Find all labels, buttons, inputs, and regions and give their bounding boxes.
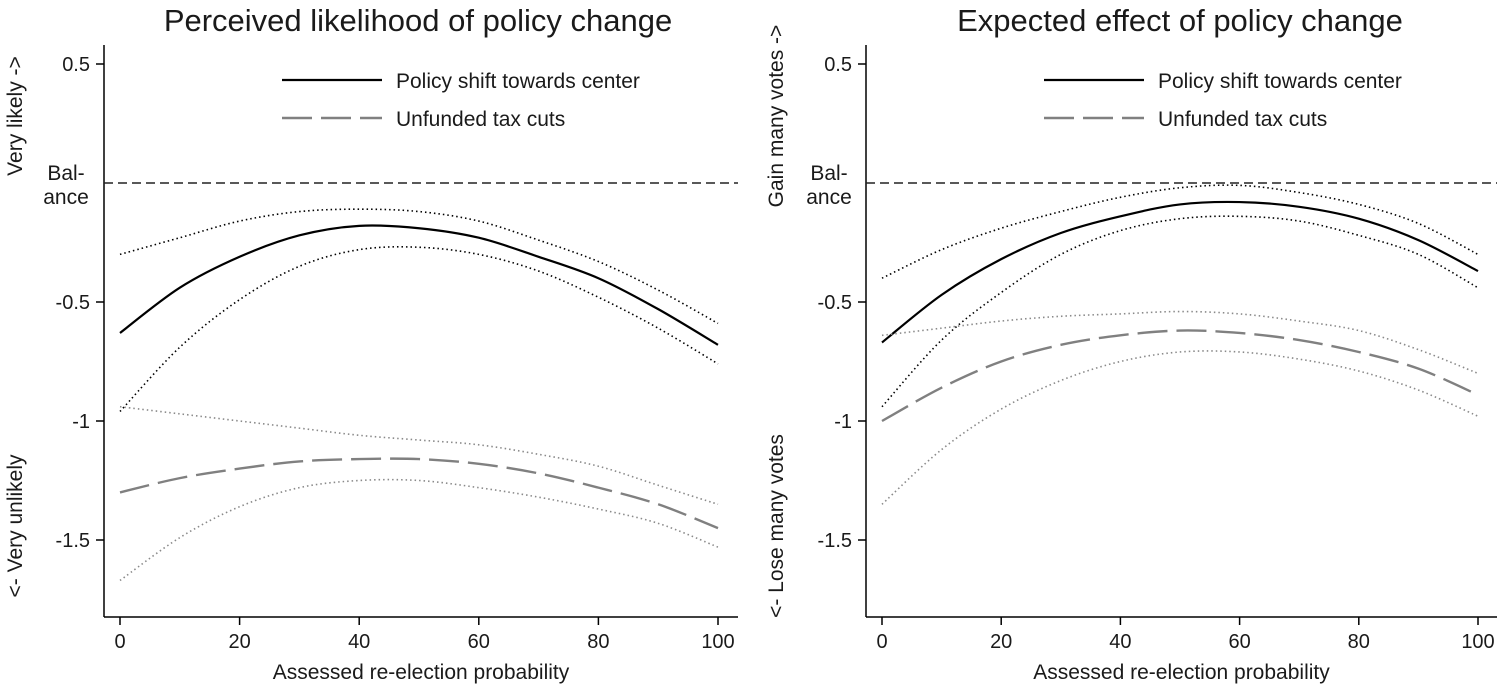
x-tick-label: 60 [468,631,490,653]
y-tick-label: 0.5 [824,54,852,76]
x-tick-label: 0 [114,631,125,653]
x-tick-label: 80 [587,631,609,653]
series-1 [881,184,1479,408]
x-tick-label: 40 [1109,631,1131,653]
balance-label: ance [806,186,852,209]
chart-title: Expected effect of policy change [957,3,1403,38]
legend-label: Unfunded tax cuts [396,108,565,131]
y-tick-label: -1.5 [56,530,90,552]
series-1 [119,208,719,413]
x-tick-label: 100 [701,631,734,653]
y-tick-label: 0.5 [62,54,90,76]
series-2 [881,310,1479,505]
ci-lower-line [119,478,719,582]
y-axis-label-top: Gain many votes -> [765,25,788,208]
y-axis-label-bottom: <- Very unlikely [4,454,27,597]
y-tick-label: -1 [834,411,852,433]
x-tick-label: 40 [348,631,370,653]
y-tick-label: -0.5 [818,292,852,314]
chart-panel-2: Expected effect of policy change 0.5 -0.5 -… [765,3,1497,684]
legend-label: Policy shift towards center [1158,70,1402,93]
ci-upper-line [881,310,1479,375]
series-line [881,200,1479,344]
chart-title: Perceived likelihood of policy change [164,3,672,38]
balance-label: Bal- [810,162,847,185]
series-line [881,329,1479,423]
x-tick-label: 80 [1348,631,1370,653]
y-axis-label-bottom: <- Lose many votes [765,434,788,618]
x-tick-label: 20 [990,631,1012,653]
legend-label: Policy shift towards center [396,70,640,93]
series-line [119,457,719,530]
ci-lower-line [881,350,1479,505]
series-line [119,224,719,346]
legend: Policy shift towards center Unfunded tax … [1044,70,1402,131]
legend: Policy shift towards center Unfunded tax … [282,70,640,131]
ci-upper-line [119,405,719,506]
x-tick-label: 0 [876,631,887,653]
ci-upper-line [881,184,1479,279]
x-tick-label: 100 [1461,631,1494,653]
ci-upper-line [119,208,719,325]
balance-label: ance [43,186,89,209]
x-axis-label: Assessed re-election probability [1033,661,1330,684]
balance-label: Bal- [47,162,84,185]
x-tick-label: 60 [1228,631,1250,653]
series-2 [119,405,719,582]
y-tick-label: -1 [72,411,90,433]
legend-label: Unfunded tax cuts [1158,108,1327,131]
chart-panel-1: Perceived likelihood of policy change 0.5… [4,3,738,684]
y-tick-label: -0.5 [56,292,90,314]
y-axis-label-top: Very likely -> [4,56,27,176]
x-tick-label: 20 [228,631,250,653]
ci-lower-line [881,215,1479,408]
y-tick-label: -1.5 [818,530,852,552]
x-axis-label: Assessed re-election probability [273,661,570,684]
